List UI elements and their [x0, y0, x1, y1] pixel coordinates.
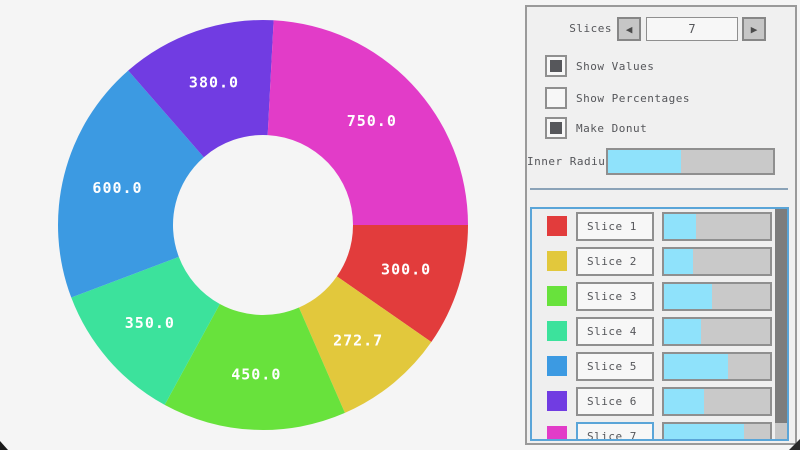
show-values-checkbox[interactable] [545, 55, 567, 77]
pie-slice [298, 276, 432, 413]
slice-color-swatch[interactable] [547, 216, 567, 236]
make-donut-checkbox[interactable] [545, 117, 567, 139]
slice-name-field[interactable]: Slice 4 [576, 317, 654, 346]
slice-name-field[interactable]: Slice 7 [576, 422, 654, 439]
resize-grip-icon [789, 439, 800, 450]
checkbox-check-icon [550, 60, 562, 72]
show-percentages-checkbox[interactable] [545, 87, 567, 109]
checkbox-check-icon [550, 122, 562, 134]
slice-name-field[interactable]: Slice 1 [576, 212, 654, 241]
slice-value-label: 380.0 [189, 74, 239, 92]
slice-list-row: Slice 2 [532, 247, 775, 276]
slice-value-label: 300.0 [381, 260, 431, 278]
control-panel: Slices ◀ 7 ▶ Show Values Show Percentages… [525, 5, 797, 445]
slice-value-slider-fill [664, 424, 744, 439]
slice-name-field[interactable]: Slice 6 [576, 387, 654, 416]
slice-value-slider[interactable] [662, 247, 772, 276]
slice-value-label: 750.0 [347, 112, 397, 130]
slice-value-slider-fill [664, 284, 712, 309]
inner-radius-slider-fill [608, 150, 681, 173]
slice-value-slider[interactable] [662, 317, 772, 346]
slice-list-row: Slice 4 [532, 317, 775, 346]
slice-list-row: Slice 5 [532, 352, 775, 381]
pie-slice [71, 256, 220, 405]
slice-color-swatch[interactable] [547, 426, 567, 439]
donut-chart-area: 300.0 272.7 450.0 350.0 600.0 380.0 750.0 [58, 20, 468, 431]
slices-decrement-button[interactable]: ◀ [617, 17, 641, 41]
slice-list-row: Slice 3 [532, 282, 775, 311]
bottom-left-corner-artifact [0, 441, 8, 450]
slice-name-field[interactable]: Slice 2 [576, 247, 654, 276]
slices-label: Slices [569, 22, 612, 35]
slice-value-slider-fill [664, 319, 702, 344]
slice-value-slider-fill [664, 389, 705, 414]
checkbox-row-show-percentages: Show Percentages [545, 87, 690, 109]
slice-value-label: 272.7 [333, 331, 383, 349]
show-percentages-label: Show Percentages [576, 91, 690, 105]
slice-list-row: Slice 7 [532, 422, 775, 439]
slice-list-row: Slice 6 [532, 387, 775, 416]
slice-name-field[interactable]: Slice 3 [576, 282, 654, 311]
scrollbar-thumb[interactable] [775, 209, 787, 423]
inner-radius-control: Inner Radius [527, 148, 795, 175]
checkbox-row-show-values: Show Values [545, 55, 654, 77]
slice-value-slider[interactable] [662, 212, 772, 241]
slice-value-slider-fill [664, 354, 728, 379]
checkbox-check-icon [550, 92, 562, 104]
pie-slice [164, 303, 345, 431]
slice-value-label: 450.0 [231, 365, 281, 383]
left-arrow-icon: ◀ [625, 22, 633, 36]
checkbox-row-make-donut: Make Donut [545, 117, 647, 139]
slice-value-slider[interactable] [662, 422, 772, 439]
slice-value-slider[interactable] [662, 387, 772, 416]
slice-value-slider[interactable] [662, 282, 772, 311]
right-arrow-icon: ▶ [750, 22, 758, 36]
show-values-label: Show Values [576, 59, 655, 73]
slice-color-swatch[interactable] [547, 286, 567, 306]
donut-chart: 300.0 272.7 450.0 350.0 600.0 380.0 750.0 [58, 20, 468, 431]
panel-divider [530, 188, 788, 190]
slice-list-row: Slice 1 [532, 212, 775, 241]
slices-spinner: Slices ◀ 7 ▶ [527, 17, 795, 41]
slice-value-slider-fill [664, 249, 693, 274]
slice-value-slider-fill [664, 214, 696, 239]
slices-count-field[interactable]: 7 [646, 17, 738, 41]
inner-radius-slider[interactable] [606, 148, 775, 175]
make-donut-label: Make Donut [576, 121, 648, 135]
slice-list-scrollbar[interactable] [775, 209, 787, 439]
slice-list[interactable]: Slice 1 Slice 2 Slice 3 Slice 4 Slice 5 Slice… [530, 207, 789, 441]
slice-color-swatch[interactable] [547, 321, 567, 341]
slice-color-swatch[interactable] [547, 356, 567, 376]
slices-increment-button[interactable]: ▶ [742, 17, 766, 41]
inner-radius-label: Inner Radius [527, 155, 613, 168]
pie-slice [267, 20, 468, 225]
slice-color-swatch[interactable] [547, 391, 567, 411]
slice-name-field[interactable]: Slice 5 [576, 352, 654, 381]
pie-slice [58, 70, 204, 298]
slice-value-label: 600.0 [92, 179, 142, 197]
pie-slice [128, 20, 274, 158]
slice-color-swatch[interactable] [547, 251, 567, 271]
pie-slice [336, 225, 468, 343]
slice-value-slider[interactable] [662, 352, 772, 381]
slice-value-label: 350.0 [125, 314, 175, 332]
